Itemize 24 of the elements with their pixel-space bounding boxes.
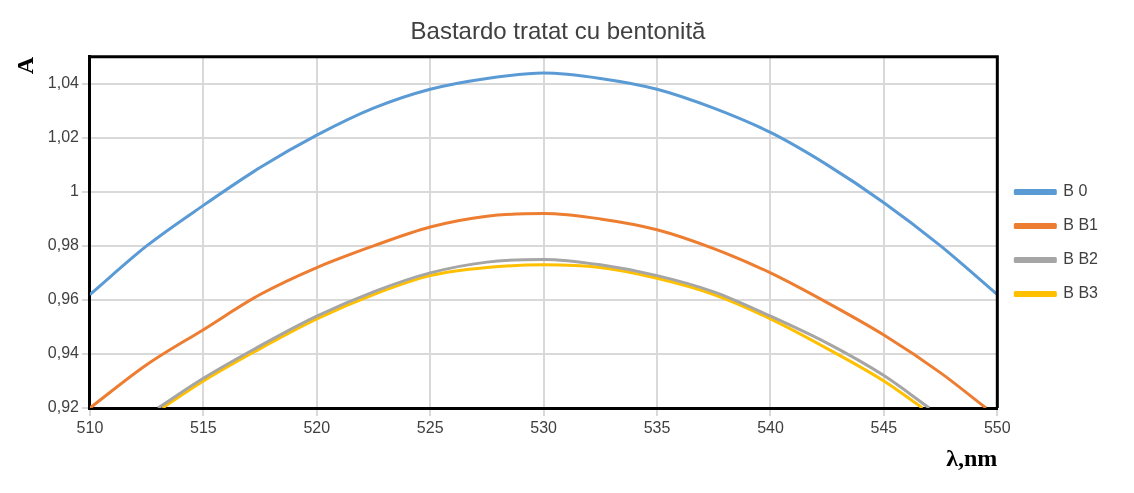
x-tick-label: 545 (870, 419, 898, 437)
x-axis-title: λ,nm (946, 444, 998, 471)
legend-label: B B1 (1063, 216, 1099, 234)
y-tick-label: 1 (70, 182, 80, 200)
y-tick-label: 1,04 (47, 74, 80, 92)
legend-label: B B3 (1063, 284, 1099, 302)
legend-label: B B2 (1063, 250, 1099, 268)
y-tick-label: 0,98 (47, 236, 80, 254)
y-tick-label: 0,94 (47, 344, 80, 362)
x-tick-label: 540 (757, 419, 784, 437)
x-tick-label: 520 (303, 419, 331, 437)
y-axis-title: A (11, 56, 38, 75)
x-tick-label: 510 (76, 419, 104, 437)
x-tick-label: 535 (643, 419, 671, 437)
y-tick-label: 1,02 (47, 128, 80, 146)
legend-label: B 0 (1063, 182, 1088, 200)
x-tick-label: 530 (530, 419, 558, 437)
line-series (89, 211, 988, 408)
chart-title: Bastardo tratat cu bentonită (410, 17, 707, 45)
y-tick-label: 0,96 (47, 290, 80, 308)
x-tick-label: 550 (983, 419, 1011, 437)
x-tick-label: 525 (416, 419, 444, 437)
x-tick-label: 515 (190, 419, 217, 437)
y-tick-label: 0,92 (47, 398, 80, 416)
